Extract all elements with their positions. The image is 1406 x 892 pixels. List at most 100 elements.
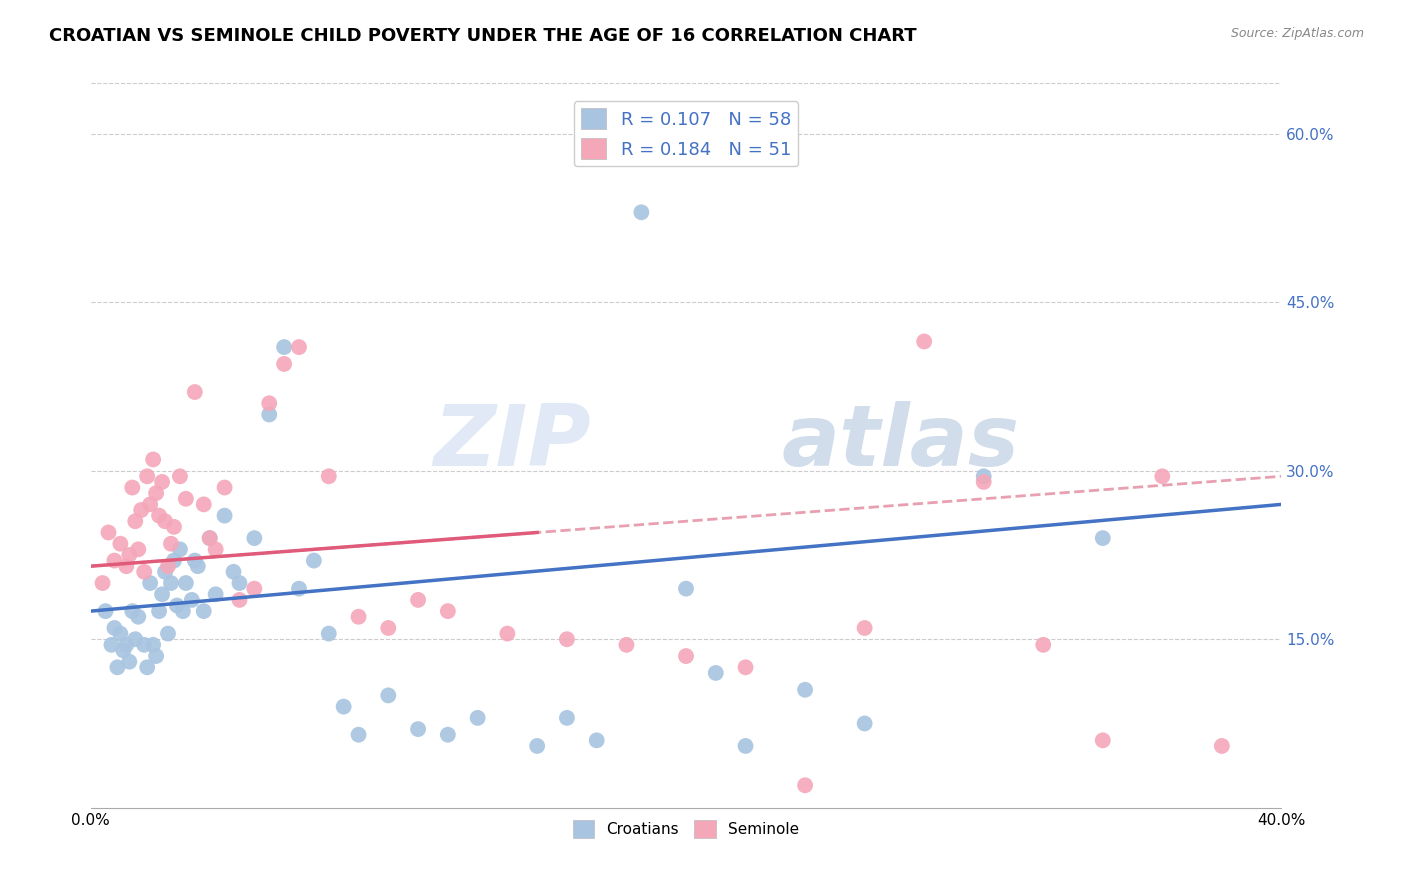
Point: [110, 626, 132, 640]
Point: [214, 481, 236, 495]
Point: [112, 643, 135, 657]
Point: [160, 537, 183, 551]
Point: [180, 593, 202, 607]
Point: [148, 508, 170, 523]
Point: [163, 520, 186, 534]
Legend: Croatians, Seminole: Croatians, Seminole: [567, 814, 806, 844]
Point: [1152, 469, 1174, 483]
Point: [794, 778, 817, 792]
Point: [228, 576, 250, 591]
Point: [118, 548, 141, 562]
Point: [139, 497, 162, 511]
Point: [156, 559, 179, 574]
Point: [204, 542, 226, 557]
Point: [110, 537, 132, 551]
Point: [616, 638, 638, 652]
Point: [198, 531, 221, 545]
Point: [198, 531, 221, 545]
Point: [153, 514, 176, 528]
Point: [142, 638, 165, 652]
Point: [172, 604, 194, 618]
Point: [1091, 531, 1114, 545]
Point: [184, 553, 207, 567]
Text: atlas: atlas: [782, 401, 1019, 484]
Point: [347, 609, 370, 624]
Point: [555, 632, 578, 647]
Point: [332, 699, 354, 714]
Point: [169, 469, 191, 483]
Point: [134, 565, 156, 579]
Text: Source: ZipAtlas.com: Source: ZipAtlas.com: [1230, 27, 1364, 40]
Point: [467, 711, 489, 725]
Point: [124, 632, 146, 647]
Point: [148, 604, 170, 618]
Point: [377, 689, 399, 703]
Point: [174, 491, 197, 506]
Point: [187, 559, 209, 574]
Point: [794, 682, 817, 697]
Point: [1211, 739, 1233, 753]
Point: [204, 587, 226, 601]
Point: [127, 542, 149, 557]
Point: [555, 711, 578, 725]
Point: [973, 475, 995, 489]
Point: [377, 621, 399, 635]
Point: [288, 340, 311, 354]
Point: [302, 553, 325, 567]
Point: [734, 739, 756, 753]
Point: [166, 599, 188, 613]
Point: [134, 638, 156, 652]
Point: [853, 716, 876, 731]
Point: [228, 593, 250, 607]
Point: [288, 582, 311, 596]
Point: [121, 604, 143, 618]
Point: [174, 576, 197, 591]
Point: [912, 334, 935, 349]
Point: [193, 497, 215, 511]
Point: [115, 559, 138, 574]
Point: [257, 396, 280, 410]
Point: [139, 576, 162, 591]
Point: [115, 638, 138, 652]
Text: CROATIAN VS SEMINOLE CHILD POVERTY UNDER THE AGE OF 16 CORRELATION CHART: CROATIAN VS SEMINOLE CHILD POVERTY UNDER…: [49, 27, 917, 45]
Point: [1032, 638, 1054, 652]
Point: [704, 665, 727, 680]
Point: [136, 660, 159, 674]
Point: [100, 638, 122, 652]
Point: [103, 553, 125, 567]
Point: [121, 481, 143, 495]
Point: [853, 621, 876, 635]
Point: [150, 475, 173, 489]
Point: [103, 621, 125, 635]
Point: [437, 728, 460, 742]
Point: [127, 609, 149, 624]
Point: [243, 531, 266, 545]
Point: [1091, 733, 1114, 747]
Point: [136, 469, 159, 483]
Point: [222, 565, 245, 579]
Point: [675, 649, 697, 664]
Point: [973, 469, 995, 483]
Point: [150, 587, 173, 601]
Point: [496, 626, 519, 640]
Point: [347, 728, 370, 742]
Point: [318, 469, 340, 483]
Point: [91, 576, 114, 591]
Point: [156, 626, 179, 640]
Point: [406, 722, 429, 736]
Point: [526, 739, 548, 753]
Point: [160, 576, 183, 591]
Point: [437, 604, 460, 618]
Point: [273, 357, 295, 371]
Point: [97, 525, 120, 540]
Point: [273, 340, 295, 354]
Point: [124, 514, 146, 528]
Text: ZIP: ZIP: [433, 401, 591, 484]
Point: [94, 604, 117, 618]
Point: [214, 508, 236, 523]
Point: [630, 205, 652, 219]
Point: [118, 655, 141, 669]
Point: [145, 486, 167, 500]
Point: [585, 733, 607, 747]
Point: [129, 503, 152, 517]
